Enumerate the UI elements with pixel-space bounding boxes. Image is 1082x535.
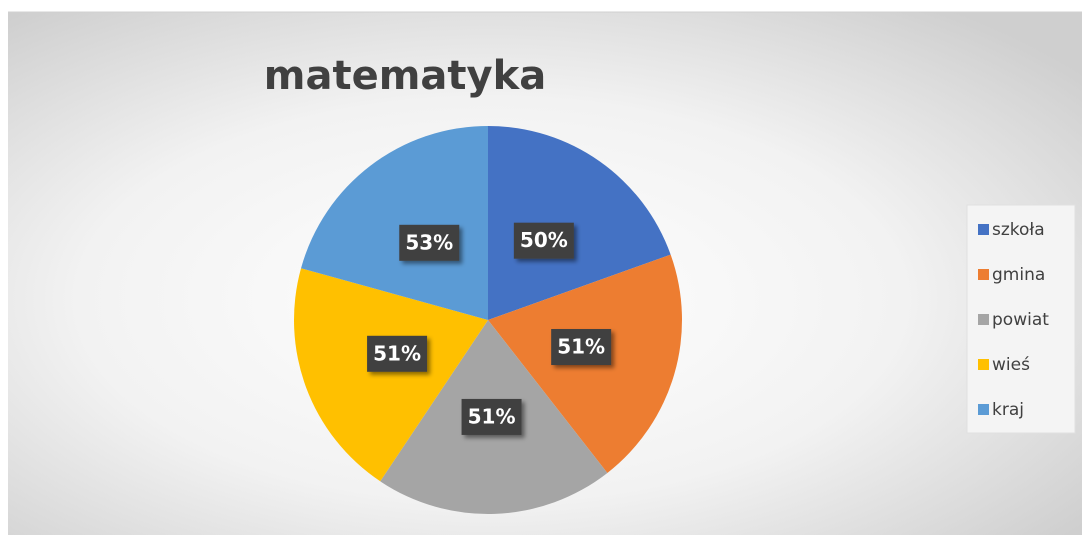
legend-label: gmina [992, 265, 1045, 285]
pie-slice [488, 126, 671, 320]
legend-label: powiat [992, 310, 1049, 330]
data-label-box [367, 335, 428, 372]
data-label: 51% [373, 341, 421, 365]
pie-slice [294, 268, 488, 482]
data-label: 51% [557, 335, 605, 359]
legend-swatch [978, 269, 989, 280]
data-label-box [551, 329, 612, 366]
legend-label: wieś [992, 355, 1030, 375]
legend-swatch [978, 404, 989, 415]
data-label-box [461, 398, 522, 435]
data-label-box [513, 222, 574, 259]
legend-swatch [978, 224, 989, 235]
legend-label: szkoła [992, 220, 1045, 240]
data-label-box [399, 224, 460, 261]
legend-label: kraj [992, 400, 1024, 420]
chart-title: matematyka [264, 53, 546, 99]
pie-slice [301, 125, 488, 320]
data-label: 51% [468, 404, 516, 428]
legend-swatch [978, 359, 989, 370]
data-label: 53% [405, 230, 453, 254]
data-label: 50% [520, 228, 568, 252]
legend-swatch [978, 314, 989, 325]
